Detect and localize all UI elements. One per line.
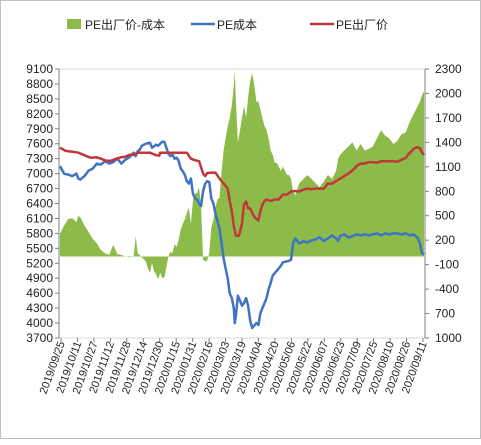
left-tick-label: 9100: [26, 62, 53, 76]
legend-label-price: PE出厂价: [336, 18, 388, 32]
legend-swatch-spread: [67, 19, 81, 29]
right-tick-label: 2300: [435, 62, 462, 76]
left-tick-label: 4000: [26, 316, 53, 330]
legend-label-spread: PE出厂价-成本: [85, 18, 165, 32]
series-line-cost: [58, 140, 425, 330]
left-tick-label: 3700: [26, 331, 53, 345]
series-area-spread: [60, 70, 424, 280]
right-tick-label: 700: [435, 307, 455, 321]
left-tick-label: 6700: [26, 182, 53, 196]
series-line-price: [59, 145, 425, 238]
x-axis: 2019/09/252019/10/112019/10/272019/11/12…: [38, 338, 430, 396]
right-tick-label: 1400: [435, 135, 462, 149]
left-tick-label: 5500: [26, 241, 53, 255]
left-tick-label: 8800: [26, 77, 53, 91]
right-tick-label: 200: [435, 233, 455, 247]
right-tick-label: -400: [435, 282, 459, 296]
right-tick-label: 1000: [435, 331, 462, 345]
left-tick-label: 8500: [26, 92, 53, 106]
left-tick-label: 5200: [26, 256, 53, 270]
right-tick-label: 800: [435, 184, 455, 198]
left-tick-label: 7900: [26, 122, 53, 136]
right-tick-label: 1100: [435, 160, 461, 174]
left-tick-label: 7000: [26, 167, 53, 181]
left-tick-label: 7300: [26, 152, 53, 166]
left-tick-label: 8200: [26, 107, 53, 121]
left-tick-label: 6100: [26, 211, 53, 225]
legend-label-cost: PE成本: [217, 18, 257, 32]
chart-legend: PE出厂价-成本 PE成本 PE出厂价: [67, 18, 388, 32]
left-tick-label: 4900: [26, 271, 53, 285]
right-tick-label: 1700: [435, 111, 462, 125]
right-y-axis: 2300 2000 1700 1400 1100 800 500 200 -100 -400 700…: [424, 62, 462, 345]
left-tick-label: 4600: [26, 286, 53, 300]
right-tick-label: -100: [435, 258, 459, 272]
left-tick-label: 4300: [26, 301, 53, 315]
left-tick-label: 6400: [26, 197, 53, 211]
plot-area: [58, 68, 426, 339]
left-y-axis: 9100880085008200790076007300700067006400…: [26, 62, 60, 345]
right-tick-label: 500: [435, 209, 455, 223]
left-tick-label: 5800: [26, 226, 53, 240]
right-tick-label: 2000: [435, 86, 462, 100]
left-tick-label: 7600: [26, 137, 53, 151]
